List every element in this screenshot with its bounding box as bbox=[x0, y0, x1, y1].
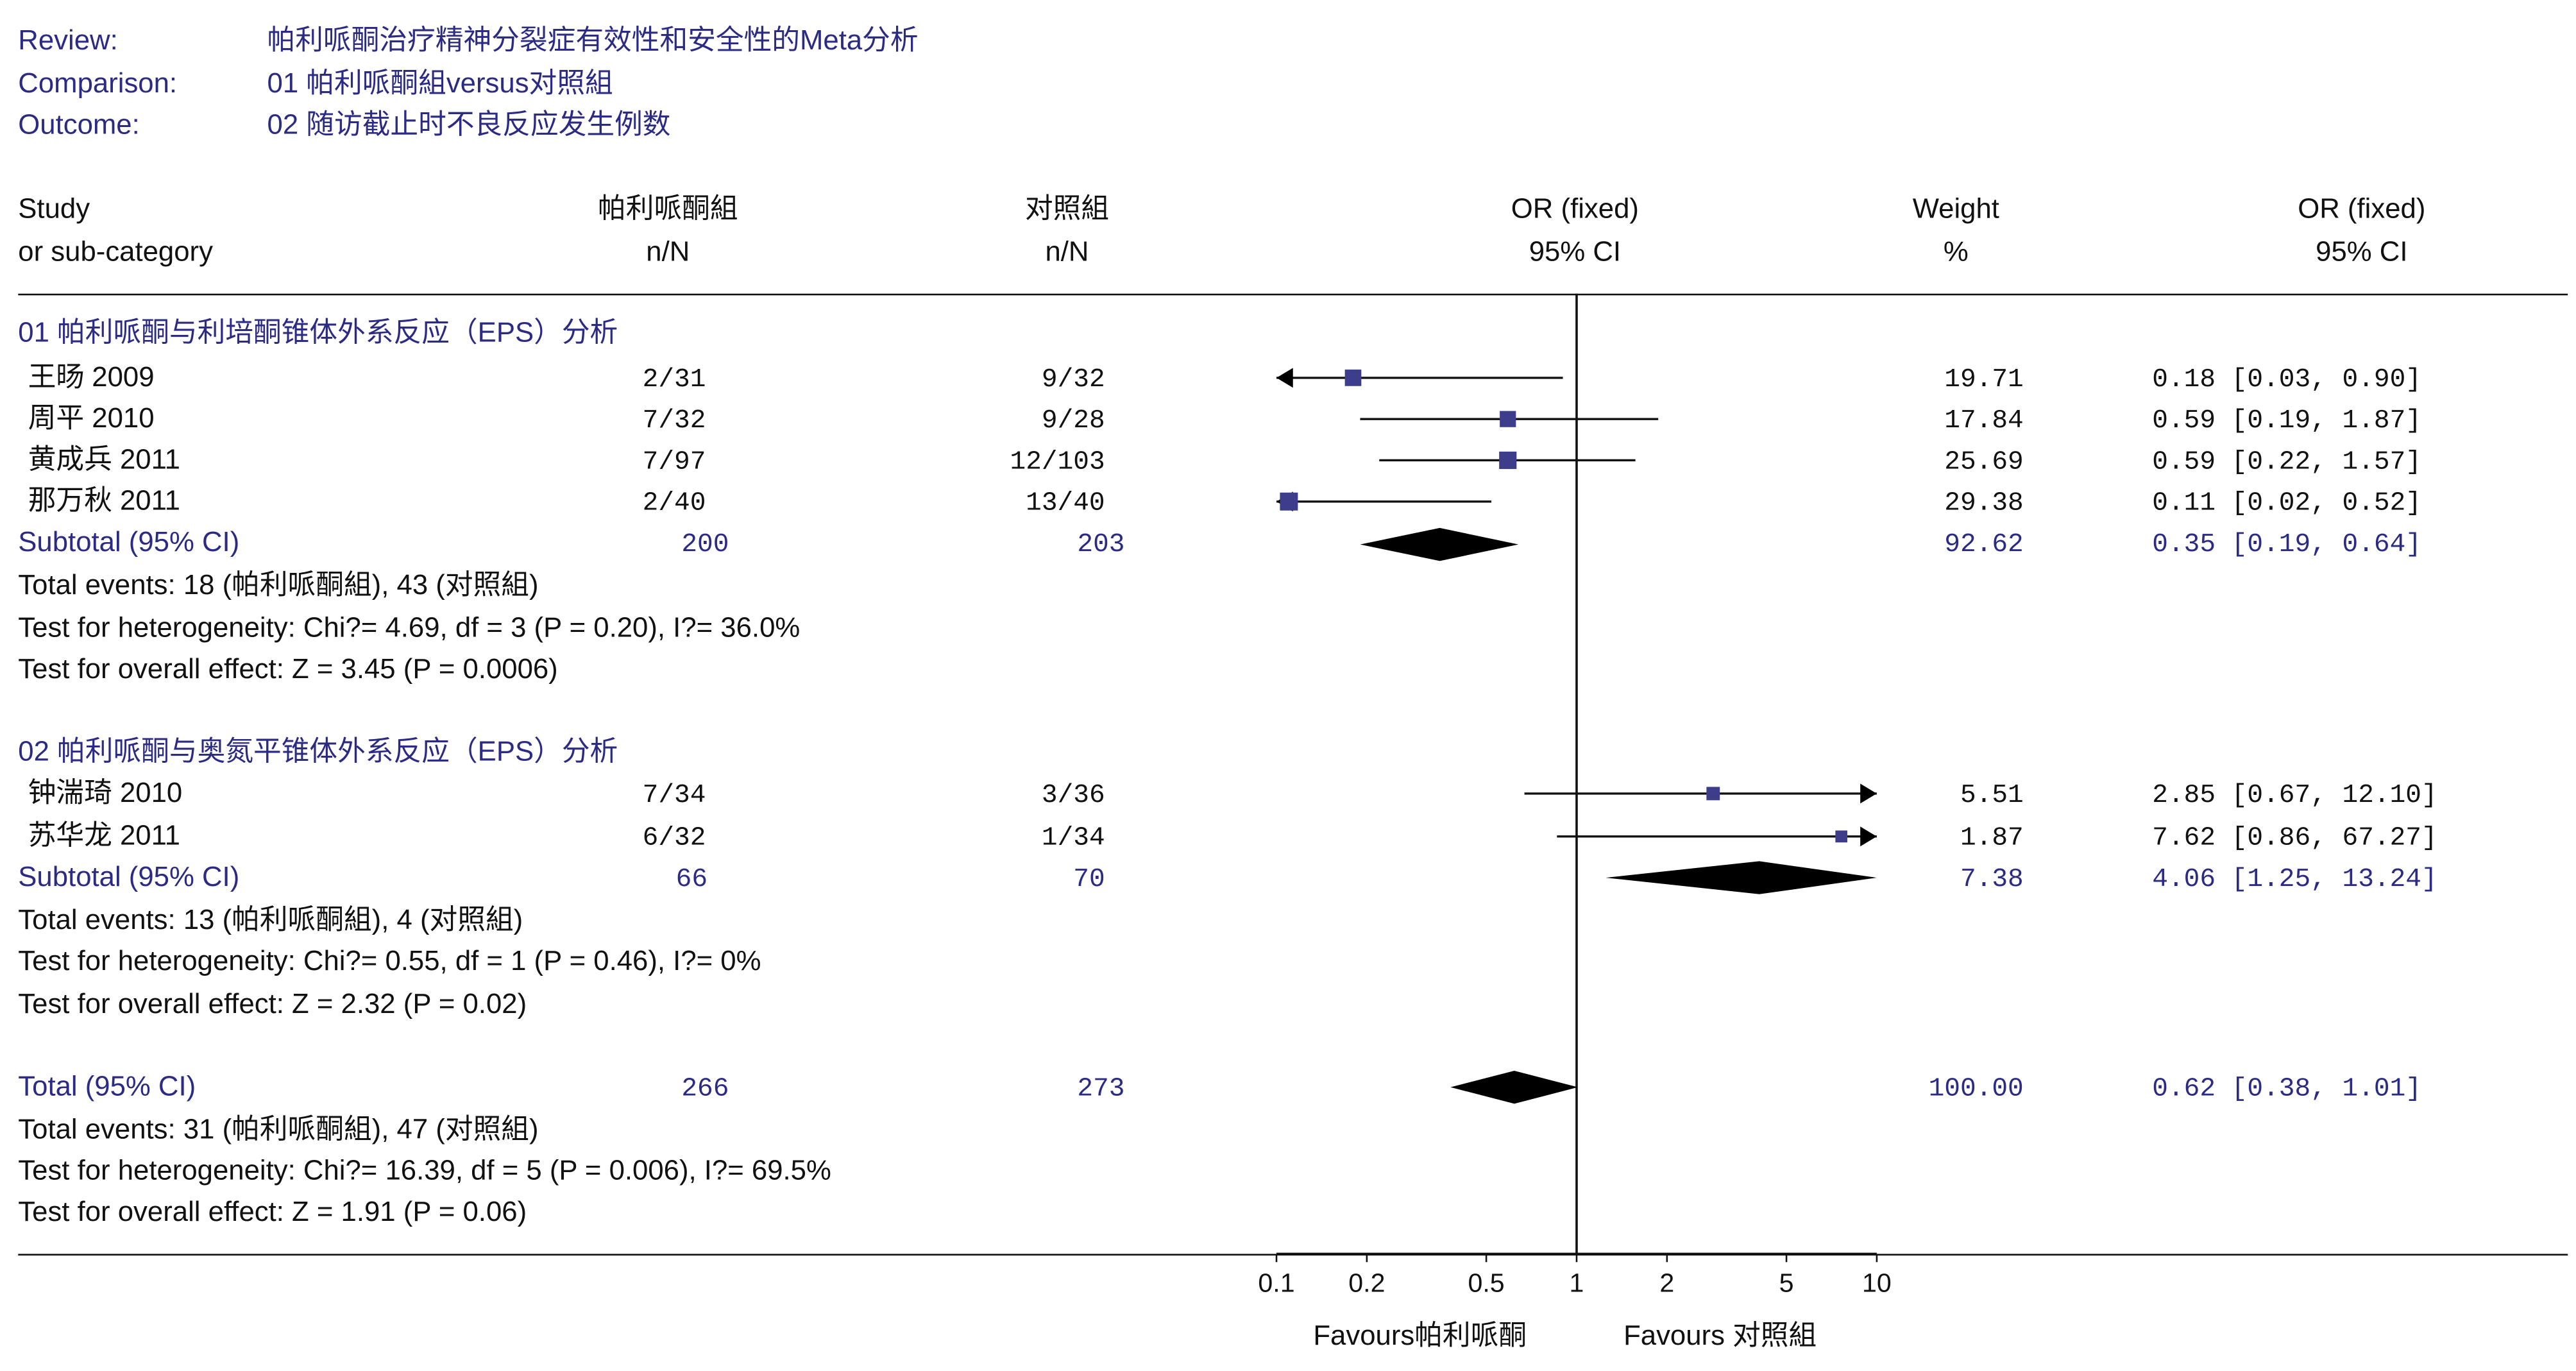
study-or-ci: 0.18 [0.03, 0.90] bbox=[2152, 364, 2421, 395]
favours-left-label: Favours帕利哌酮 bbox=[1313, 1320, 1527, 1352]
subtotal-ctrl: 70 bbox=[1073, 864, 1105, 894]
outcome-title: 02 随访截止时不良反应发生例数 bbox=[267, 108, 671, 141]
subtotal-label: Subtotal (95% CI) bbox=[18, 861, 240, 893]
x-tick-label: 0.5 bbox=[1468, 1268, 1505, 1298]
col-control-header: 对照組 bbox=[1024, 192, 1110, 225]
study-weight: 17.84 bbox=[1944, 405, 2024, 436]
study-or-ci: 0.59 [0.22, 1.57] bbox=[2152, 447, 2421, 477]
study-ctrl-events: 9/28 bbox=[1041, 405, 1105, 436]
col-or-text-subheader: 95% CI bbox=[2316, 235, 2408, 268]
study-weight: 1.87 bbox=[1960, 823, 2024, 853]
subtotal-treat: 66 bbox=[675, 864, 708, 894]
comparison-title: 01 帕利哌酮組versus对照組 bbox=[267, 67, 613, 99]
header-rule bbox=[18, 293, 2568, 296]
subtotal-weight: 7.38 bbox=[1960, 864, 2024, 894]
study-point-marker bbox=[1280, 492, 1298, 511]
study-name: 黄成兵 2011 bbox=[28, 443, 180, 475]
col-weight-header: Weight bbox=[1912, 192, 1999, 225]
x-tick-label: 10 bbox=[1862, 1268, 1892, 1298]
study-name: 周平 2010 bbox=[28, 402, 155, 434]
ci-arrow-right bbox=[1860, 783, 1877, 804]
total-diamond bbox=[1450, 1070, 1578, 1104]
study-point-marker bbox=[1499, 451, 1517, 470]
study-name: 那万秋 2011 bbox=[28, 485, 180, 516]
col-treatment-subheader: n/N bbox=[646, 235, 690, 268]
outcome-label: Outcome: bbox=[18, 108, 140, 141]
col-or-plot-header: OR (fixed) bbox=[1511, 192, 1639, 225]
subtotal-treat: 200 bbox=[681, 529, 729, 559]
study-weight: 19.71 bbox=[1944, 364, 2024, 395]
overall-effect-text: Test for overall effect: Z = 3.45 (P = 0… bbox=[18, 653, 558, 685]
x-tick-label: 2 bbox=[1659, 1268, 1674, 1298]
subtotal-diamond bbox=[1360, 527, 1519, 561]
study-treat-events: 2/31 bbox=[642, 364, 706, 395]
study-ctrl-events: 13/40 bbox=[1026, 488, 1105, 518]
col-weight-subheader: % bbox=[1943, 235, 1969, 268]
study-name: 钟湍琦 2010 bbox=[28, 777, 183, 809]
study-weight: 5.51 bbox=[1960, 780, 2024, 810]
study-point-marker bbox=[1706, 787, 1720, 801]
study-point-marker bbox=[1835, 830, 1847, 843]
total-events-text: Total events: 13 (帕利哌酮組), 4 (对照組) bbox=[18, 904, 523, 936]
study-or-ci: 2.85 [0.67, 12.10] bbox=[2152, 780, 2437, 810]
col-or-text-header: OR (fixed) bbox=[2298, 192, 2426, 225]
study-name: 苏华龙 2011 bbox=[28, 820, 180, 851]
total-weight: 100.00 bbox=[1928, 1074, 2024, 1104]
study-or-ci: 7.62 [0.86, 67.27] bbox=[2152, 823, 2437, 853]
subtotal-or-ci: 0.35 [0.19, 0.64] bbox=[2152, 529, 2421, 559]
heterogeneity-text: Test for heterogeneity: Chi?= 16.39, df … bbox=[18, 1155, 831, 1186]
col-or-plot-subheader: 95% CI bbox=[1529, 235, 1622, 268]
review-title: 帕利哌酮治疗精神分裂症有效性和安全性的Meta分析 bbox=[267, 24, 919, 56]
overall-effect-text: Test for overall effect: Z = 2.32 (P = 0… bbox=[18, 988, 527, 1020]
study-treat-events: 2/40 bbox=[642, 488, 706, 518]
study-ctrl-events: 12/103 bbox=[1010, 447, 1105, 477]
x-tick-label: 0.1 bbox=[1258, 1268, 1294, 1298]
study-ctrl-events: 3/36 bbox=[1041, 780, 1105, 810]
x-tick-label: 5 bbox=[1779, 1268, 1794, 1298]
study-name: 王旸 2009 bbox=[28, 361, 155, 393]
subtotal-or-ci: 4.06 [1.25, 13.24] bbox=[2152, 864, 2437, 894]
heterogeneity-text: Test for heterogeneity: Chi?= 0.55, df =… bbox=[18, 945, 761, 977]
total-events-text: Total events: 18 (帕利哌酮組), 43 (对照組) bbox=[18, 569, 539, 601]
study-ctrl-events: 9/32 bbox=[1041, 364, 1105, 395]
study-weight: 25.69 bbox=[1944, 447, 2024, 477]
total-treat: 266 bbox=[681, 1074, 729, 1104]
total-ctrl: 273 bbox=[1077, 1074, 1125, 1104]
subtotal-label: Subtotal (95% CI) bbox=[18, 526, 240, 558]
col-treatment-header: 帕利哌酮組 bbox=[598, 192, 738, 225]
subtotal-ctrl: 203 bbox=[1077, 529, 1125, 559]
col-study-header: Study bbox=[18, 192, 90, 225]
subtotal-diamond bbox=[1606, 861, 1877, 894]
col-study-subheader: or sub-category bbox=[18, 235, 213, 268]
ci-arrow-right bbox=[1860, 826, 1877, 847]
heterogeneity-text: Test for heterogeneity: Chi?= 4.69, df =… bbox=[18, 612, 801, 643]
x-tick-label: 1 bbox=[1570, 1268, 1584, 1298]
x-tick-label: 0.2 bbox=[1348, 1268, 1385, 1298]
study-point-marker bbox=[1500, 411, 1516, 427]
study-point-marker bbox=[1344, 370, 1362, 386]
total-or-ci: 0.62 [0.38, 1.01] bbox=[2152, 1074, 2421, 1104]
comparison-label: Comparison: bbox=[18, 67, 178, 99]
review-label: Review: bbox=[18, 24, 118, 56]
group-1-title: 01 帕利哌酮与利培酮锥体外系反应（EPS）分析 bbox=[18, 316, 618, 348]
study-treat-events: 7/97 bbox=[642, 447, 706, 477]
study-ctrl-events: 1/34 bbox=[1041, 823, 1105, 853]
study-or-ci: 0.59 [0.19, 1.87] bbox=[2152, 405, 2421, 436]
overall-effect-text: Test for overall effect: Z = 1.91 (P = 0… bbox=[18, 1196, 527, 1228]
subtotal-weight: 92.62 bbox=[1944, 529, 2024, 559]
study-or-ci: 0.11 [0.02, 0.52] bbox=[2152, 488, 2421, 518]
col-control-subheader: n/N bbox=[1045, 235, 1089, 268]
study-weight: 29.38 bbox=[1944, 488, 2024, 518]
group-2-title: 02 帕利哌酮与奥氮平锥体外系反应（EPS）分析 bbox=[18, 735, 618, 767]
total-label: Total (95% CI) bbox=[18, 1070, 196, 1102]
study-treat-events: 6/32 bbox=[642, 823, 706, 853]
total-events-text: Total events: 31 (帕利哌酮組), 47 (对照組) bbox=[18, 1113, 539, 1145]
favours-right-label: Favours 对照組 bbox=[1623, 1320, 1817, 1352]
ci-arrow-left bbox=[1276, 368, 1293, 388]
study-treat-events: 7/34 bbox=[642, 780, 706, 810]
study-treat-events: 7/32 bbox=[642, 405, 706, 436]
